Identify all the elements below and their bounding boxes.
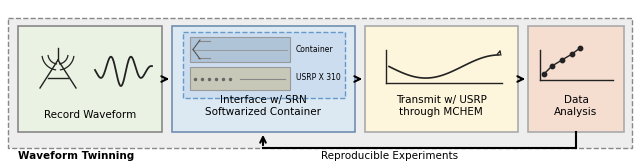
Bar <box>172 26 355 132</box>
Point <box>547 65 557 67</box>
Text: Waveform Twinning: Waveform Twinning <box>18 151 134 161</box>
Bar <box>18 26 162 132</box>
Bar <box>8 18 632 148</box>
Text: Data
Analysis: Data Analysis <box>554 95 598 117</box>
Text: Reproducible Experiments: Reproducible Experiments <box>321 151 459 161</box>
Text: USRP X 310: USRP X 310 <box>296 73 340 82</box>
Bar <box>365 26 518 132</box>
Point <box>539 73 549 75</box>
Text: Record Waveform: Record Waveform <box>44 110 136 120</box>
Point <box>557 59 567 61</box>
Text: Container: Container <box>296 44 333 53</box>
Bar <box>183 32 345 98</box>
Point <box>567 53 577 55</box>
Bar <box>528 26 624 132</box>
Text: Interface w/ SRN
Softwarized Container: Interface w/ SRN Softwarized Container <box>205 95 321 117</box>
Bar <box>190 37 290 62</box>
Point <box>575 47 585 49</box>
Text: Transmit w/ USRP
through MCHEM: Transmit w/ USRP through MCHEM <box>396 95 486 117</box>
Bar <box>190 67 290 90</box>
